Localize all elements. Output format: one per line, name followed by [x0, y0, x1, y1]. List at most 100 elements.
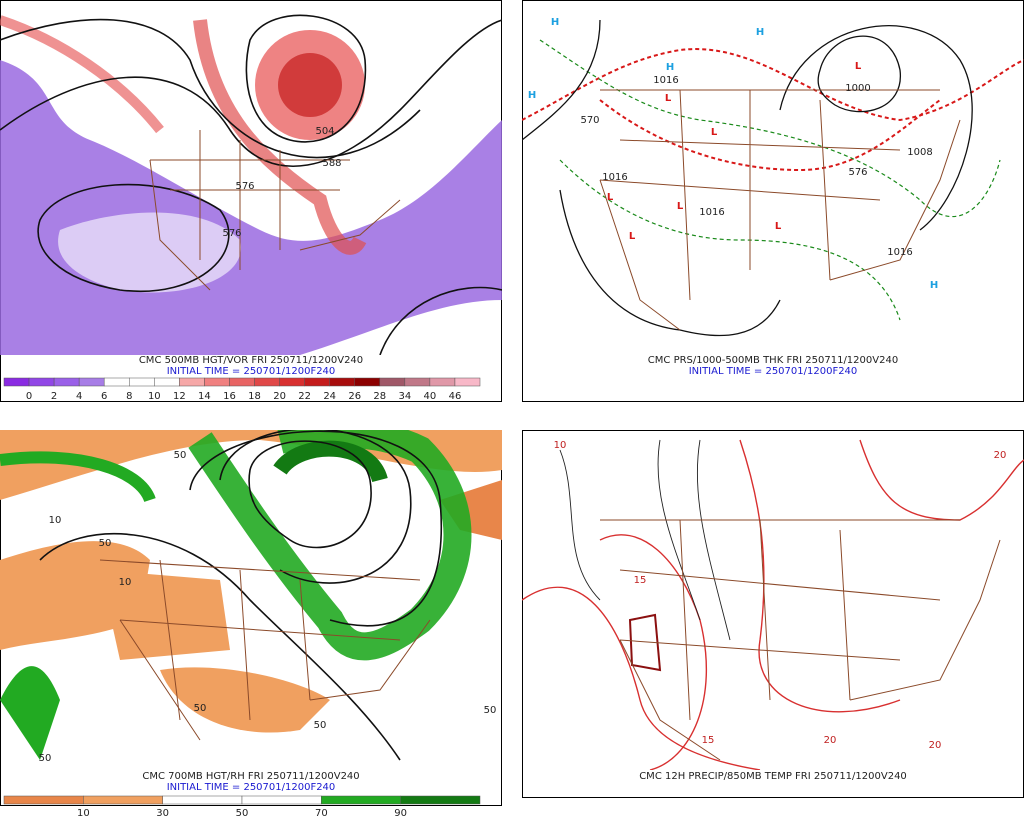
legend-label: 12 — [173, 391, 186, 402]
initial-time: INITIAL TIME = 250701/1200F240 — [167, 366, 336, 377]
contour-label: 50 — [99, 538, 112, 549]
legend-swatch — [379, 377, 406, 387]
contour-label: 15 — [702, 735, 715, 746]
legend-swatch — [83, 795, 163, 805]
panel-frame — [522, 0, 1024, 402]
legend-swatch — [429, 377, 456, 387]
contour-label: 15 — [634, 575, 647, 586]
legend-swatch — [3, 795, 84, 805]
legend-label: 50 — [236, 808, 249, 819]
contour-label: 576 — [235, 181, 254, 192]
legend-swatch — [304, 377, 330, 387]
initial-time: INITIAL TIME = 250701/1200F240 — [689, 366, 858, 377]
contour-label: 1016 — [699, 207, 724, 218]
legend-label: 14 — [198, 391, 211, 402]
contour-label: 20 — [824, 735, 837, 746]
legend-swatch — [254, 377, 280, 387]
contour-label: 20 — [929, 740, 942, 751]
pressure-center: L — [629, 231, 636, 242]
legend-swatch — [129, 377, 155, 387]
legend-swatch — [204, 377, 230, 387]
legend-swatch — [3, 377, 30, 387]
legend-swatch — [229, 377, 255, 387]
legend-label: 0 — [26, 391, 32, 402]
legend-label: 6 — [101, 391, 107, 402]
contour-label: 50 — [174, 450, 187, 461]
legend-label: 2 — [51, 391, 57, 402]
pressure-center: L — [855, 61, 862, 72]
contour-label: 588 — [322, 158, 341, 169]
contour-label: 50 — [39, 753, 52, 764]
legend-label: 70 — [315, 808, 328, 819]
legend-label: 90 — [394, 808, 407, 819]
legend-swatch — [404, 377, 431, 387]
pressure-center: H — [528, 90, 536, 101]
legend-label: 10 — [77, 808, 90, 819]
vorticity-map — [0, 14, 502, 355]
legend-label: 26 — [348, 391, 361, 402]
contour-label: 576 — [848, 167, 867, 178]
contour-label: 20 — [994, 450, 1007, 461]
pressure-center: L — [665, 93, 672, 104]
pressure-map — [522, 19, 1024, 337]
contour-label: 570 — [580, 115, 599, 126]
legend-swatch — [162, 795, 243, 805]
legend-label: 10 — [148, 391, 161, 402]
contour-label: 1008 — [907, 147, 932, 158]
contour-label: 10 — [49, 515, 62, 526]
pressure-center: H — [666, 62, 674, 73]
map-caption: CMC 700MB HGT/RH FRI 250711/1200V240 — [142, 771, 359, 782]
contour-label: 1016 — [602, 172, 627, 183]
legend-swatch — [241, 795, 322, 805]
legend-swatch — [154, 377, 180, 387]
legend-label: 28 — [373, 391, 386, 402]
pressure-center: L — [711, 127, 718, 138]
legend-swatch — [329, 377, 355, 387]
legend-swatch — [400, 795, 481, 805]
legend-label: 46 — [449, 391, 462, 402]
legend-label: 40 — [424, 391, 437, 402]
legend-label: 8 — [126, 391, 132, 402]
legend-swatch — [103, 377, 130, 387]
map-caption: CMC PRS/1000-500MB THK FRI 250711/1200V2… — [648, 355, 898, 366]
pressure-center: L — [775, 221, 782, 232]
legend-swatch — [78, 377, 105, 387]
contour-label: 50 — [194, 703, 207, 714]
legend-swatch — [354, 377, 381, 387]
contour-label: 10 — [554, 440, 567, 451]
legend-label: 34 — [398, 391, 411, 402]
legend-label: 30 — [156, 808, 169, 819]
legend-swatch — [179, 377, 205, 387]
map-caption: CMC 500MB HGT/VOR FRI 250711/1200V240 — [139, 355, 363, 366]
contour-label: 10 — [119, 577, 132, 588]
pressure-center: H — [551, 17, 559, 28]
map-caption: CMC 12H PRECIP/850MB TEMP FRI 250711/120… — [639, 771, 907, 782]
pressure-center: H — [756, 27, 764, 38]
contour-label: 50 — [484, 705, 497, 716]
legend-swatch — [28, 377, 55, 387]
legend-swatch — [321, 795, 401, 805]
contour-label: 1016 — [653, 75, 678, 86]
legend-label: 22 — [298, 391, 311, 402]
pressure-center: H — [930, 280, 938, 291]
legend-label: 4 — [76, 391, 82, 402]
pressure-center: L — [677, 201, 684, 212]
legend-swatch — [454, 377, 481, 387]
humidity-map — [0, 430, 502, 761]
legend-label: 18 — [248, 391, 261, 402]
contour-label: 1016 — [887, 247, 912, 258]
legend-swatch — [279, 377, 305, 387]
legend-label: 16 — [223, 391, 236, 402]
contour-label: 50 — [314, 720, 327, 731]
contour-label: 504 — [315, 126, 334, 137]
pressure-center: L — [607, 192, 614, 203]
initial-time: INITIAL TIME = 250701/1200F240 — [167, 782, 336, 793]
contour-label: 576 — [222, 228, 241, 239]
legend-swatch — [53, 377, 80, 387]
legend-label: 20 — [273, 391, 286, 402]
legend-label: 24 — [323, 391, 336, 402]
panel-frame — [522, 430, 1024, 798]
precip-temp-map — [522, 439, 1024, 770]
contour-label: 1000 — [845, 83, 870, 94]
